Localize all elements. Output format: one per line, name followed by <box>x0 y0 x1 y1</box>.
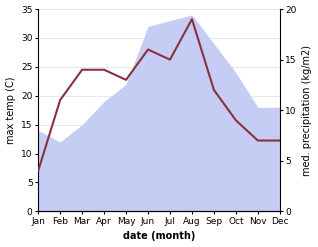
Y-axis label: max temp (C): max temp (C) <box>5 76 16 144</box>
X-axis label: date (month): date (month) <box>123 231 195 242</box>
Y-axis label: med. precipitation (kg/m2): med. precipitation (kg/m2) <box>302 45 313 176</box>
